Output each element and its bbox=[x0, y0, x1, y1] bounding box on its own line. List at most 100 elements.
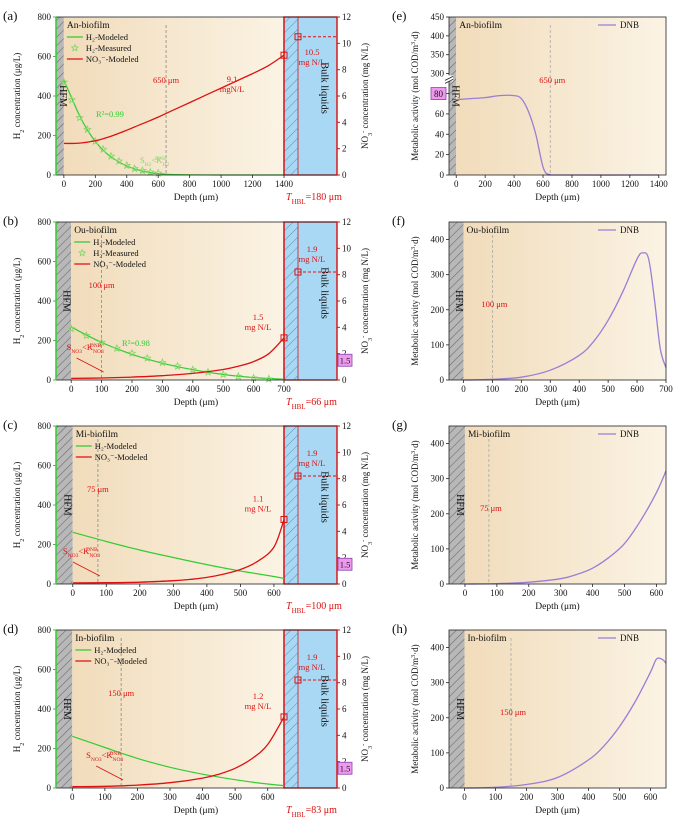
no3-bulk-marker bbox=[294, 268, 302, 276]
no3-edge-value: 9.1 bbox=[227, 74, 238, 84]
x-axis-label: Depth (μm) bbox=[535, 192, 579, 203]
thbl-t: T bbox=[286, 192, 293, 203]
h2-measured-point bbox=[106, 151, 116, 160]
panel-letter: (e) bbox=[392, 8, 406, 23]
y-tick-label: 450 bbox=[431, 12, 445, 22]
right-axis-highlight-label: 1.5 bbox=[340, 355, 351, 365]
x-tick-label: 300 bbox=[554, 588, 568, 598]
x-tick-label: 0 bbox=[454, 179, 459, 189]
panel-letter: (b) bbox=[3, 213, 18, 228]
y-tick-label: 60 bbox=[435, 109, 445, 119]
right-tick-label: 12 bbox=[342, 421, 351, 431]
h2-measured-point bbox=[234, 371, 243, 381]
ylabel-rest: ·d) bbox=[410, 440, 420, 451]
left-tick-label: 600 bbox=[38, 257, 52, 267]
x-tick-label: 600 bbox=[630, 384, 644, 394]
x-tick-label: 400 bbox=[200, 588, 214, 598]
cond-k: <K bbox=[78, 546, 90, 556]
x-tick-label: 400 bbox=[196, 792, 210, 802]
legend-label: NO₃⁻-Modeled bbox=[95, 452, 149, 462]
x-tick-label: 200 bbox=[125, 384, 139, 394]
h2-measured-point bbox=[142, 353, 152, 362]
legend-star-marker bbox=[70, 43, 80, 52]
y-tick-label: 100 bbox=[431, 544, 445, 554]
x-tick-label: 400 bbox=[507, 179, 521, 189]
right-tick-label: 4 bbox=[342, 322, 347, 332]
left-tick-label: 400 bbox=[38, 296, 52, 306]
thbl-t: T bbox=[286, 601, 293, 612]
right-tick-label: 4 bbox=[342, 730, 347, 740]
ylabel-r-rest: concentration (mg N/L) bbox=[360, 656, 370, 744]
right-tick-label: 6 bbox=[342, 296, 347, 306]
bulk-liquids-label: Bulk liquids bbox=[319, 267, 330, 319]
panel-letter: (c) bbox=[3, 417, 17, 432]
no3-modeled-line bbox=[71, 337, 285, 380]
boundary-layer-region bbox=[284, 222, 298, 380]
left-tick-label: 200 bbox=[38, 744, 52, 754]
legend-label: DNB bbox=[620, 20, 639, 30]
panel-title: Ou-biofilm bbox=[74, 225, 117, 236]
x-tick-label: 200 bbox=[131, 792, 145, 802]
hfm-region bbox=[56, 17, 64, 175]
ylabel-main: H bbox=[12, 132, 22, 139]
bulk-liquid-region bbox=[298, 17, 337, 175]
y-tick-label: 200 bbox=[431, 713, 445, 723]
right-tick-label: 0 bbox=[342, 783, 347, 793]
thbl-t: T bbox=[286, 805, 293, 816]
cond-k-sup: DNB bbox=[109, 751, 121, 757]
hfm-region bbox=[56, 426, 73, 584]
x-tick-label: 700 bbox=[659, 384, 673, 394]
cond-k-sub: NO3 bbox=[89, 553, 100, 559]
x-tick-label: 300 bbox=[163, 792, 177, 802]
right-axis-highlight bbox=[337, 761, 353, 775]
no3-bulk-value: 10.5 bbox=[305, 47, 320, 57]
x-tick-label: 0 bbox=[463, 588, 468, 598]
right-tick-label: 2 bbox=[342, 144, 347, 154]
x-tick-label: 100 bbox=[489, 792, 503, 802]
ylabel-r-rest: concentration (mg N/L) bbox=[360, 43, 370, 131]
ylabel-sup: 3 bbox=[410, 42, 417, 45]
ylabel-rest: ·d) bbox=[410, 31, 420, 42]
x-axis-label: Depth (μm) bbox=[174, 805, 218, 816]
h2-measured-point bbox=[138, 166, 147, 175]
hfm-label: HFM bbox=[61, 290, 72, 312]
cond-s: S bbox=[63, 546, 68, 556]
no3-edge-unit: mg N/L bbox=[245, 701, 272, 711]
y-tick-label: 0 bbox=[440, 170, 445, 180]
ylabel-r-sup: - bbox=[360, 540, 367, 542]
hfm-region bbox=[449, 17, 457, 175]
h2-measured-point bbox=[127, 348, 137, 358]
y-tick-label: 300 bbox=[431, 270, 445, 280]
cond-k-sup: DNB bbox=[90, 343, 102, 349]
panel-title: In-biofilm bbox=[75, 633, 115, 644]
ylabel-rest: ·d) bbox=[410, 644, 420, 655]
thbl-label: THBL=66 μm bbox=[286, 397, 337, 411]
x-tick-label: 600 bbox=[151, 179, 165, 189]
right-tick-label: 0 bbox=[342, 375, 347, 385]
right-tick-label: 8 bbox=[342, 474, 347, 484]
right-tick-label: 6 bbox=[342, 704, 347, 714]
no3-bulk-value: 1.9 bbox=[307, 448, 318, 458]
left-tick-label: 800 bbox=[38, 12, 52, 22]
bulk-liquid-region bbox=[298, 426, 337, 584]
ylabel-sub: 2 bbox=[19, 130, 26, 133]
thbl-label: THBL=180 μm bbox=[286, 192, 342, 206]
thbl-sub: HBL bbox=[292, 198, 306, 206]
h2-measured-point bbox=[66, 324, 76, 333]
hfm-label: HFM bbox=[453, 290, 464, 312]
no3-bulk-marker bbox=[294, 676, 302, 684]
ylabel-main: Metabolic activity (mol COD/m bbox=[410, 658, 420, 774]
ylabel-r-sub: 3 bbox=[367, 338, 374, 341]
x-tick-label: 400 bbox=[572, 384, 586, 394]
cond-s: S bbox=[86, 750, 91, 760]
panel-letter: (h) bbox=[392, 621, 407, 636]
y-tick-label: 350 bbox=[431, 50, 445, 60]
x-tick-label: 200 bbox=[515, 384, 529, 394]
axis-break-mark bbox=[444, 76, 454, 81]
no3-edge-marker bbox=[280, 51, 288, 59]
ylabel-rest: concentration (μg/L) bbox=[12, 258, 22, 335]
ylabel-main: Metabolic activity (mol COD/m bbox=[410, 45, 420, 161]
condition-label: SNO3<KNO3DNB bbox=[86, 750, 123, 763]
